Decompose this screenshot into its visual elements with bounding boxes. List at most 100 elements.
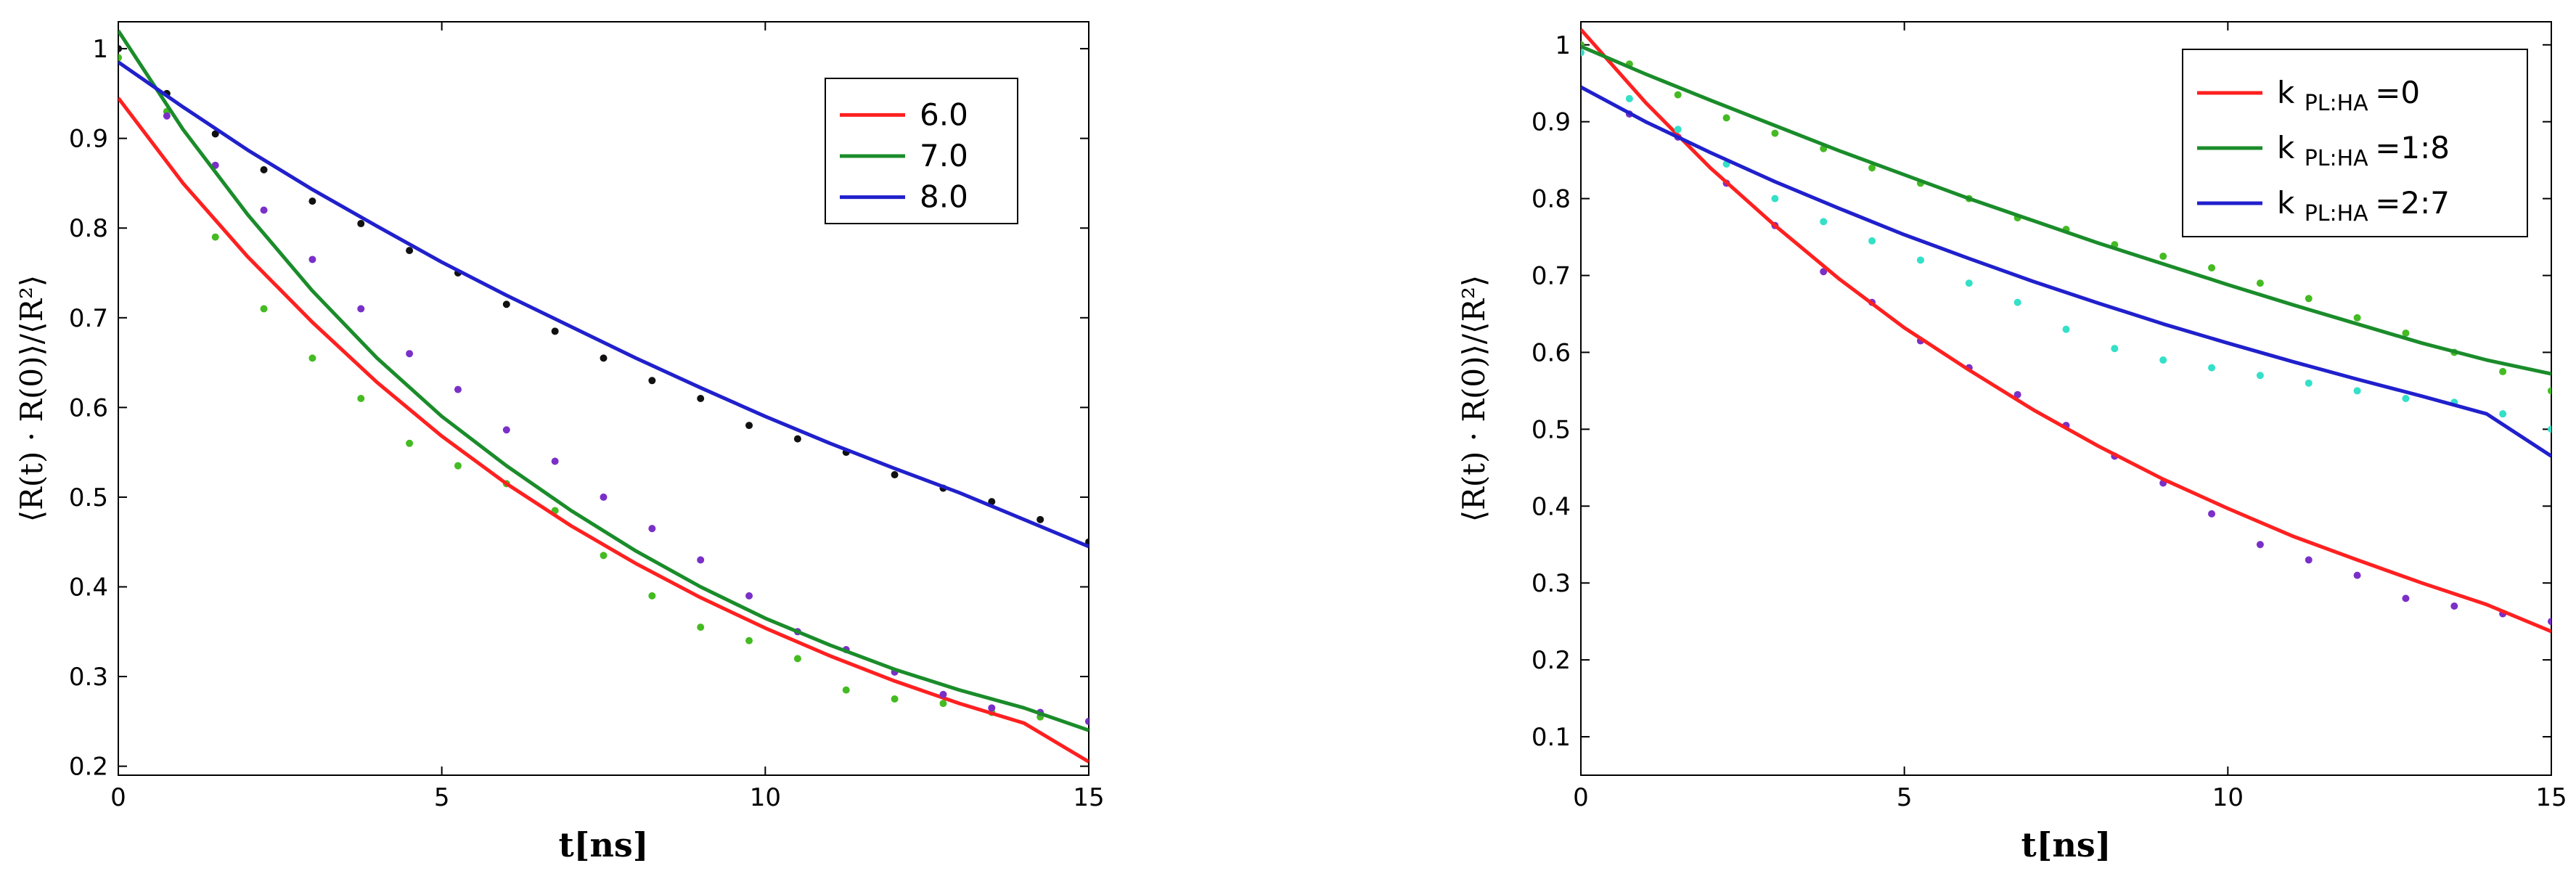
y-tick-label: 0.7 [69,304,108,333]
data-point-series-2 [939,690,947,698]
data-point-series-2 [1674,91,1682,99]
data-point-series-1 [454,462,462,470]
x-axis-label: t[ns] [558,825,648,864]
data-point-series-2 [745,592,753,600]
data-point-series-3 [406,247,414,255]
data-point-series-3 [1674,126,1682,134]
legend-box [2182,49,2528,237]
data-point-series-2 [406,350,414,358]
y-tick-label: 0.4 [69,573,108,602]
data-point-series-1 [2353,571,2361,579]
legend-box [825,78,1018,224]
data-point-series-2 [988,704,996,712]
data-point-series-1 [2256,541,2264,549]
data-point-series-1 [260,305,268,313]
data-point-series-2 [697,556,705,564]
y-tick-label: 0.5 [1532,415,1571,444]
data-point-series-2 [2499,367,2507,375]
data-point-series-2 [2548,387,2551,395]
data-point-series-3 [551,327,559,335]
legend-label-series-1: 6.0 [920,97,968,132]
data-point-series-2 [308,255,316,263]
data-point-series-1 [697,624,705,631]
data-point-series-3 [1820,218,1828,226]
data-point-series-2 [1868,164,1876,172]
y-tick-label: 0.7 [1532,262,1571,291]
legend: k PL:HA =0 k PL:HA =1:8 k PL:HA =2:7 [2182,49,2528,237]
y-tick-label: 0.4 [1532,492,1571,521]
data-point-series-2 [502,426,510,434]
y-axis-label: ⟨R(t) · R(0)⟩/⟨R²⟩ [1456,275,1492,523]
data-point-series-2 [163,112,171,120]
plot-frame [1580,21,2552,776]
y-tick-label: 0.9 [1532,108,1571,137]
y-tick-label: 0.5 [69,483,108,512]
data-point-series-3 [2256,372,2264,380]
data-point-series-3 [2305,379,2313,387]
x-tick-label: 0 [1573,783,1589,812]
data-point-series-1 [939,700,947,708]
data-point-series-2 [1085,717,1089,725]
data-point-series-3 [260,165,268,173]
data-point-series-1 [891,695,899,703]
data-point-series-1 [793,655,801,663]
y-tick-label: 0.2 [1532,646,1571,675]
chart-panel-2: 0 5 10 15 0.1 0.2 0.3 0.4 0.5 0.6 0.7 0.8 0.9 1 t[ns] ⟨… [1456,21,2567,864]
data-point-series-3 [1581,49,1585,57]
data-point-series-2 [2402,329,2410,337]
data-point-series-2 [357,305,365,313]
data-point-series-3 [502,301,510,308]
data-point-series-1 [118,54,122,62]
data-point-series-3 [2499,410,2507,418]
data-point-series-1 [357,395,365,402]
x-tick-label: 10 [750,783,781,812]
y-tick-label: 0.9 [69,125,108,154]
data-area [118,30,1089,764]
legend-label-series-3: 8.0 [920,179,968,215]
y-tick-label: 0.3 [1532,569,1571,598]
data-point-series-1 [1820,268,1828,276]
y-tick-label: 1 [92,35,108,64]
x-tick-label: 10 [2212,783,2244,812]
data-point-series-3 [357,220,365,228]
data-point-series-3 [2013,298,2021,306]
fit-line-series-2 [118,30,1089,732]
data-point-series-3 [648,377,656,385]
fit-line-series-3 [118,60,1089,549]
x-axis-label: t[ns] [2021,825,2111,864]
data-point-series-1 [406,439,414,447]
data-point-series-3 [891,471,899,479]
data-point-series-1 [2548,618,2551,626]
x-tick-label: 15 [1073,783,1104,812]
data-point-series-2 [551,457,559,465]
x-tick-label: 0 [110,783,126,812]
data-point-series-3 [308,197,316,205]
x-tick-label: 5 [434,783,450,812]
data-point-series-1 [842,686,850,694]
chart-panel-1: 0 5 10 15 0.2 0.3 0.4 0.5 0.6 0.7 0.8 0.9 1 t[ns] ⟨R(t… [14,21,1105,864]
data-point-series-3 [2402,395,2410,402]
y-tick-label: 0.2 [69,753,108,782]
data-point-series-1 [211,233,219,241]
legend-label-series-2: 7.0 [920,138,968,173]
data-point-series-3 [1036,515,1044,523]
data-point-series-2 [1771,129,1779,137]
data-point-series-1 [308,354,316,362]
y-tick-label: 0.1 [1532,723,1571,752]
legend-label-series-1: k PL:HA =0 [2277,75,2420,116]
data-point-series-1 [2305,556,2313,564]
data-point-series-3 [2111,345,2119,353]
fit-line-series-2 [1581,44,2551,376]
data-point-series-1 [2013,391,2021,398]
data-point-series-3 [2548,425,2551,433]
fit-line-series-1 [1581,28,2551,634]
data-point-series-3 [697,395,705,402]
x-tick-label: 5 [1897,783,1913,812]
data-point-series-3 [1771,195,1779,203]
data-point-series-3 [1916,256,1924,264]
y-tick-label: 0.6 [69,393,108,422]
legend: 6.0 7.0 8.0 [825,78,1018,224]
fit-line-series-1 [118,97,1089,764]
data-area [1581,28,2551,634]
